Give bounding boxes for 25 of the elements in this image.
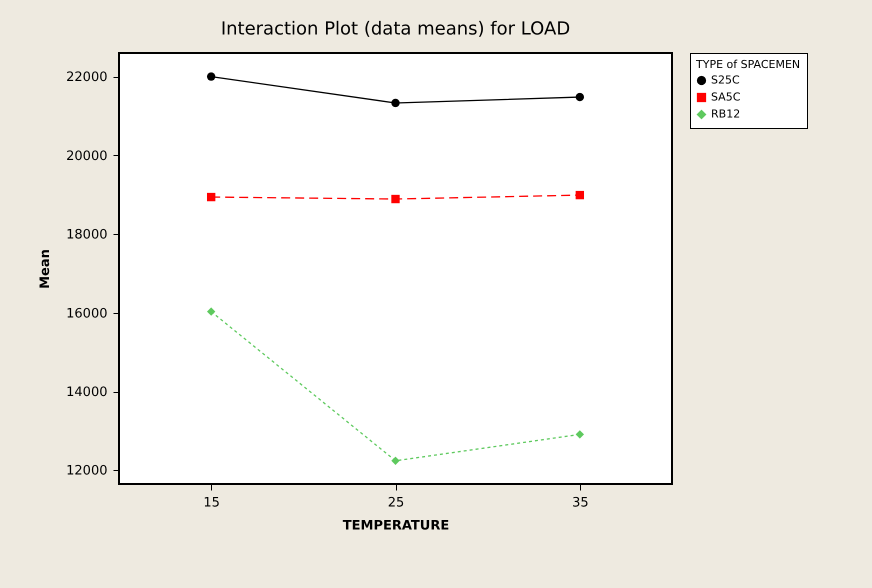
y-tick-label: 20000: [66, 148, 108, 164]
point: [576, 430, 584, 439]
point: [206, 307, 216, 316]
legend-label: SA5C: [711, 90, 741, 104]
point: [391, 98, 400, 108]
x-tick-label: 15: [203, 496, 220, 510]
point: [391, 194, 400, 204]
point: [206, 192, 216, 202]
y-tick-label: 12000: [66, 464, 108, 479]
chart-title: Interaction Plot (data means) for LOAD: [220, 18, 570, 40]
x-tick-label: 25: [388, 496, 404, 510]
legend-title: TYPE of SPACEMEN: [695, 58, 800, 71]
legend-label: S25C: [711, 74, 740, 86]
point: [576, 190, 584, 200]
y-axis-title: Mean: [38, 249, 54, 289]
x-axis-title: TEMPERATURE: [342, 518, 450, 534]
y-tick-label: 16000: [66, 306, 108, 322]
x-tick-label: 35: [572, 496, 589, 510]
point: [576, 92, 584, 102]
point: [391, 456, 400, 465]
legend-label: RB12: [711, 108, 740, 120]
y-tick-label: 18000: [66, 228, 108, 243]
point: [206, 72, 216, 81]
y-tick-label: 14000: [66, 385, 108, 400]
y-tick-label: 22000: [66, 70, 108, 86]
